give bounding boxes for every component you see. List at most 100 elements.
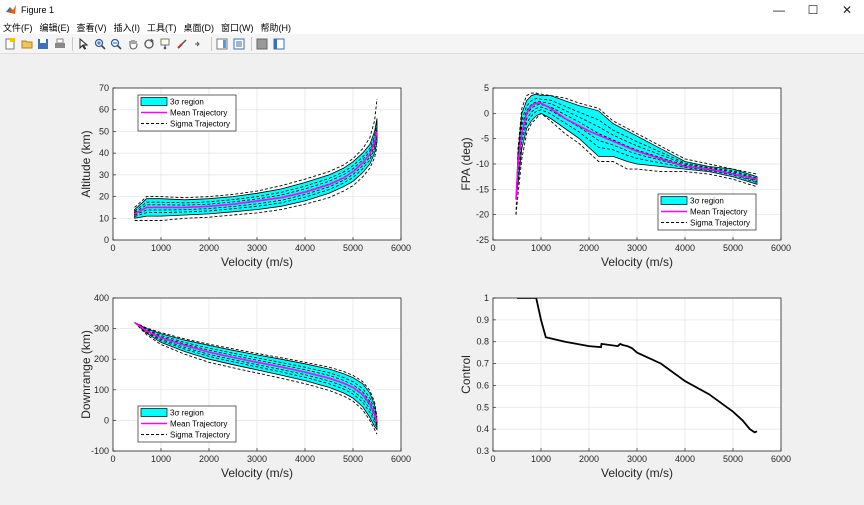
pointer-icon[interactable] — [76, 37, 90, 51]
x-tick-label: 5000 — [343, 243, 363, 253]
legend-icon[interactable] — [232, 37, 246, 51]
y-axis-label: FPA (deg) — [459, 137, 473, 190]
y-tick-label: 0.9 — [476, 315, 489, 325]
title-bar: Figure 1 — ☐ ✕ — [0, 0, 864, 20]
legend: 3σ region Mean Trajectory Sigma Trajectory — [657, 193, 757, 231]
sigma-trajectory-upper — [134, 98, 378, 208]
y-tick-label: -5 — [481, 134, 489, 144]
legend-label: 3σ region — [170, 98, 204, 107]
figure-canvas: 0 1000 2000 3000 4000 5000 6000 0 10 20 30 40 50 60 70… — [0, 55, 864, 500]
sigma-trajectory-lower — [134, 322, 378, 435]
y-tick-label: 1 — [484, 293, 489, 303]
brush-icon[interactable] — [175, 37, 189, 51]
plot-area — [515, 92, 758, 215]
print-icon[interactable] — [53, 37, 67, 51]
x-tick-label: 4000 — [675, 454, 695, 464]
sigma-trajectory-line — [134, 322, 378, 428]
plot-area — [517, 298, 758, 434]
zoom-in-icon[interactable] — [93, 37, 107, 51]
menu-insert[interactable]: 插入(I) — [113, 22, 141, 33]
x-tick-label: 1000 — [151, 454, 171, 464]
y-tick-label: 70 — [99, 83, 109, 93]
sigma-trajectory-lower — [134, 146, 378, 221]
y-tick-label: 200 — [94, 354, 109, 364]
menu-tools[interactable]: 工具(T) — [147, 22, 177, 33]
x-tick-label: 5000 — [343, 454, 363, 464]
hide-plot-tools-icon[interactable] — [255, 37, 269, 51]
x-axis-label: Velocity (m/s) — [601, 466, 673, 480]
sigma-trajectory-lower — [515, 112, 758, 215]
menu-file[interactable]: 文件(F) — [3, 22, 33, 33]
legend-label: Mean Trajectory — [170, 109, 227, 118]
y-tick-label: -100 — [91, 446, 109, 456]
sigma-trajectory-line — [134, 322, 378, 427]
y-tick-label: -25 — [476, 235, 489, 245]
new-figure-icon[interactable] — [3, 37, 17, 51]
sigma-trajectory-line — [515, 97, 758, 200]
data-cursor-icon[interactable] — [159, 37, 173, 51]
y-tick-label: 300 — [94, 324, 109, 334]
close-button[interactable]: ✕ — [841, 3, 853, 17]
x-tick-label: 1000 — [531, 454, 551, 464]
link-plot-icon[interactable] — [192, 37, 206, 51]
menu-edit[interactable]: 编辑(E) — [39, 22, 70, 33]
maximize-button[interactable]: ☐ — [807, 3, 819, 17]
colorbar-icon[interactable] — [215, 37, 229, 51]
y-tick-label: -10 — [476, 159, 489, 169]
legend-label: 3σ region — [690, 197, 724, 206]
x-tick-label: 4000 — [295, 454, 315, 464]
sigma-trajectory-upper — [515, 92, 758, 215]
y-axis-label: Downrange (km) — [79, 330, 93, 419]
legend: 3σ region Mean Trajectory Sigma Trajectory — [137, 94, 237, 132]
plot-area — [134, 98, 378, 221]
menu-bar: 文件(F) 编辑(E) 查看(V) 插入(I) 工具(T) 桌面(D) 窗口(W… — [0, 20, 864, 34]
x-tick-label: 2000 — [199, 454, 219, 464]
legend: 3σ region Mean Trajectory Sigma Trajectory — [137, 405, 237, 443]
y-tick-label: 0 — [104, 235, 109, 245]
legend-label: Mean Trajectory — [690, 208, 747, 217]
rotate-3d-icon[interactable] — [142, 37, 156, 51]
menu-help[interactable]: 帮助(H) — [260, 22, 292, 33]
figure-svg: 0 1000 2000 3000 4000 5000 6000010203040506070… — [79, 83, 791, 480]
open-file-icon[interactable] — [20, 37, 34, 51]
legend-label: Sigma Trajectory — [170, 120, 230, 129]
pan-icon[interactable] — [126, 37, 140, 51]
subplot-4: 0 1000 2000 3000 4000 5000 6000 0.3 0.4 0.5 0.6 0.7… — [459, 293, 791, 480]
show-plot-tools-icon[interactable] — [272, 37, 286, 51]
zoom-out-icon[interactable] — [109, 37, 123, 51]
legend-swatch-region — [140, 408, 168, 417]
y-tick-label: 30 — [99, 170, 109, 180]
x-tick-label: 2000 — [579, 243, 599, 253]
x-tick-label: 1000 — [531, 243, 551, 253]
x-tick-label: 0 — [110, 454, 115, 464]
y-tick-label: 0.8 — [476, 337, 489, 347]
menu-desktop[interactable]: 桌面(D) — [183, 22, 215, 33]
x-tick-label: 3000 — [627, 243, 647, 253]
x-axis-label: Velocity (m/s) — [221, 466, 293, 480]
y-tick-label: 100 — [94, 385, 109, 395]
x-tick-label: 6000 — [391, 454, 411, 464]
x-axis-label: Velocity (m/s) — [221, 255, 293, 269]
x-tick-label: 2000 — [199, 243, 219, 253]
save-icon[interactable] — [36, 37, 50, 51]
subplot-1: 0 1000 2000 3000 4000 5000 6000 0 10 20 30 40 50 60 70… — [79, 83, 411, 269]
y-tick-label: 0 — [104, 415, 109, 425]
x-tick-label: 0 — [490, 243, 495, 253]
legend-label: Sigma Trajectory — [690, 219, 750, 228]
sigma-trajectory-line — [515, 106, 758, 200]
y-axis-label: Control — [459, 355, 473, 394]
sigma-trajectory-line — [134, 322, 378, 424]
sigma-trajectory-line — [134, 137, 378, 217]
x-tick-label: 5000 — [723, 454, 743, 464]
menu-window[interactable]: 窗口(W) — [221, 22, 254, 33]
minimize-button[interactable]: — — [773, 3, 785, 17]
sigma-trajectory-line — [134, 126, 378, 213]
x-tick-label: 6000 — [771, 243, 791, 253]
menu-view[interactable]: 查看(V) — [76, 22, 107, 33]
y-tick-label: 10 — [99, 213, 109, 223]
x-tick-label: 1000 — [151, 243, 171, 253]
sigma-trajectory-line — [515, 109, 758, 200]
x-tick-label: 3000 — [247, 454, 267, 464]
sigma-trajectory-line — [134, 322, 378, 423]
sigma-region-area — [134, 118, 378, 219]
